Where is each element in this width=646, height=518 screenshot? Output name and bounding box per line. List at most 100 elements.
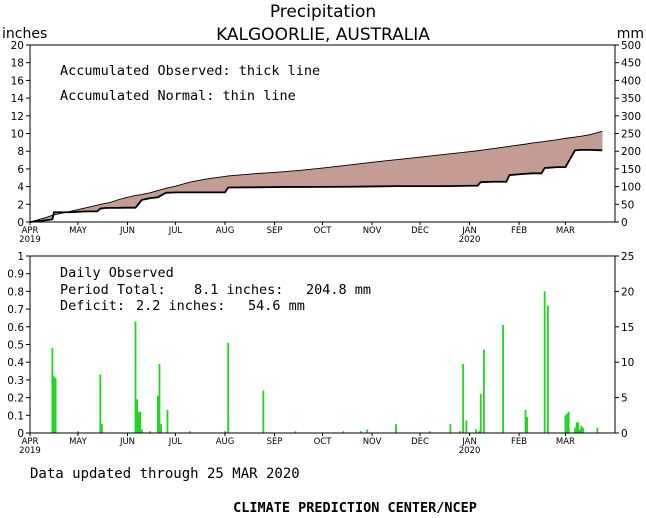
left-tick-label: 0.3 bbox=[7, 375, 24, 387]
daily-precip-bar bbox=[137, 411, 140, 433]
left-tick-label: 0.6 bbox=[7, 322, 24, 334]
left-tick-label: 20 bbox=[11, 40, 24, 52]
daily-panel: 00.10.20.30.40.50.60.70.80.910510152025A… bbox=[7, 251, 634, 456]
left-tick-label: 0.5 bbox=[7, 340, 24, 352]
daily-precip-bar bbox=[160, 424, 162, 433]
left-tick-label: 6 bbox=[17, 164, 24, 176]
period-total-label: Period Total: bbox=[60, 282, 166, 298]
daily-precip-bar bbox=[462, 363, 465, 433]
deficit-area bbox=[493, 146, 507, 182]
deficit-area bbox=[421, 154, 446, 187]
daily-precip-bar bbox=[359, 431, 362, 433]
right-tick-label: 25 bbox=[621, 251, 634, 263]
right-tick-label: 10 bbox=[621, 357, 634, 369]
month-label: AUG bbox=[216, 226, 235, 236]
deficit-area bbox=[349, 161, 373, 188]
deficit-area bbox=[480, 148, 494, 183]
daily-precip-bar bbox=[188, 431, 191, 433]
right-tick-label: 200 bbox=[621, 146, 641, 158]
daily-precip-bar bbox=[566, 413, 568, 433]
daily-precip-bar bbox=[465, 420, 468, 433]
right-tick-label: 20 bbox=[621, 286, 634, 298]
left-tick-label: 0 bbox=[17, 217, 24, 229]
month-label: JAN bbox=[461, 437, 477, 447]
right-tick-label: 300 bbox=[621, 111, 641, 123]
right-tick-label: 500 bbox=[621, 40, 641, 52]
month-label: APR bbox=[22, 437, 39, 447]
month-label: SEP bbox=[267, 437, 283, 447]
month-label: NOV bbox=[363, 226, 382, 236]
deficit-area bbox=[371, 159, 398, 187]
left-tick-label: 0.1 bbox=[7, 410, 24, 422]
normal-accumulated-line bbox=[29, 130, 603, 223]
left-tick-label: 12 bbox=[11, 111, 24, 123]
data-updated-note: Data updated through 25 MAR 2020 bbox=[30, 466, 300, 482]
year-label: 2020 bbox=[459, 446, 481, 456]
credit-text: CLIMATE PREDICTION CENTER/NCEP bbox=[233, 500, 477, 516]
daily-precip-bar bbox=[140, 429, 143, 433]
daily-precip-bar bbox=[342, 431, 345, 433]
right-tick-label: 50 bbox=[621, 199, 634, 211]
left-tick-label: 16 bbox=[11, 75, 25, 87]
daily-precip-bar bbox=[134, 321, 137, 433]
daily-precip-bar bbox=[428, 431, 431, 433]
right-tick-label: 450 bbox=[621, 58, 641, 70]
deficit-area bbox=[533, 141, 542, 174]
deficit-area bbox=[322, 164, 350, 188]
daily-precip-bar bbox=[574, 427, 576, 433]
month-label: OCT bbox=[314, 437, 333, 447]
month-label: SEP bbox=[267, 226, 283, 236]
month-label: OCT bbox=[314, 226, 333, 236]
month-label: DEC bbox=[411, 226, 429, 236]
daily-precip-bar bbox=[582, 427, 584, 433]
daily-precip-bar bbox=[524, 409, 527, 433]
deficit-area bbox=[525, 142, 534, 175]
left-tick-label: 18 bbox=[11, 58, 24, 70]
legend-normal: Accumulated Normal: thin line bbox=[60, 88, 296, 104]
daily-precip-bar bbox=[577, 422, 580, 433]
year-label: 2020 bbox=[459, 235, 481, 245]
right-tick-label: 15 bbox=[621, 322, 634, 334]
deficit-mm: 54.6 mm bbox=[248, 298, 305, 314]
deficit-area bbox=[550, 139, 558, 168]
month-label: MAR bbox=[556, 437, 575, 447]
month-label: FEB bbox=[511, 437, 527, 447]
daily-precip-bar bbox=[54, 378, 57, 433]
month-label: JAN bbox=[461, 226, 477, 236]
month-label: FEB bbox=[511, 226, 527, 236]
daily-precip-bar bbox=[136, 399, 138, 433]
left-tick-label: 0.2 bbox=[7, 393, 24, 405]
deficit-area bbox=[477, 150, 481, 187]
daily-precip-bar bbox=[51, 348, 54, 433]
daily-precip-bar bbox=[478, 431, 481, 433]
month-label: JUL bbox=[168, 226, 183, 236]
daily-precip-bar bbox=[366, 429, 369, 433]
daily-precip-bar bbox=[449, 424, 452, 433]
accumulated-panel: 0246810121416182005010015020025030035040… bbox=[11, 40, 641, 245]
deficit-area bbox=[509, 143, 526, 176]
deficit-area bbox=[274, 171, 286, 188]
deficit-inches: 2.2 inches: bbox=[136, 298, 225, 314]
month-label: MAR bbox=[556, 226, 575, 236]
deficit-area bbox=[253, 172, 275, 188]
left-tick-label: 14 bbox=[11, 93, 25, 105]
daily-precip-bar bbox=[526, 417, 528, 433]
deficit-area bbox=[544, 140, 552, 169]
right-tick-label: 400 bbox=[621, 75, 641, 87]
left-tick-label: 0.8 bbox=[7, 286, 24, 298]
year-label: 2019 bbox=[19, 235, 41, 245]
deficit-area bbox=[397, 156, 422, 187]
deficit-area bbox=[285, 169, 302, 188]
daily-precip-bar bbox=[564, 415, 567, 433]
observed-accumulated-line bbox=[29, 148, 603, 223]
daily-precip-bar bbox=[53, 376, 55, 433]
daily-precip-bar bbox=[156, 395, 159, 433]
deficit-area bbox=[301, 167, 323, 188]
left-tick-label: 4 bbox=[17, 182, 24, 194]
left-axis-unit: inches bbox=[2, 26, 47, 42]
daily-precip-bar bbox=[543, 291, 546, 433]
daily-precip-bar bbox=[148, 431, 151, 433]
daily-precip-bar bbox=[578, 429, 581, 433]
daily-precip-bar bbox=[567, 411, 570, 433]
